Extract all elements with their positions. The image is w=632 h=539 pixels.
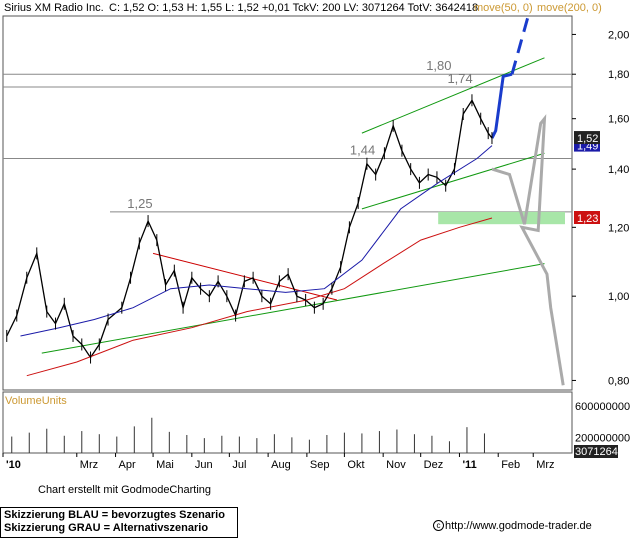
tag-ma200: 1,23: [577, 213, 598, 225]
level-label-3: 1,25: [127, 196, 152, 211]
series-line-0: [6, 98, 493, 359]
x-tick-label-2: Apr: [119, 459, 136, 471]
y-tick-label-5: 1,00: [608, 291, 629, 303]
legend-gray: Skizzierung GRAU = Alternativszenario: [4, 522, 209, 534]
chart-credit: Chart erstellt mit GodmodeCharting: [38, 484, 212, 496]
y-tick-label-6: 0,80: [608, 375, 629, 387]
volume-tick-1: 200000000: [575, 432, 630, 444]
level-label-1: 1,74: [447, 71, 472, 86]
volume-tick-0: 600000000: [575, 401, 630, 413]
x-tick-label-6: Aug: [271, 459, 291, 471]
scenario-blue-dashed-line: [510, 15, 530, 75]
header-instrument: Sirius XM Radio Inc.: [4, 2, 104, 14]
level-label-0: 1,80: [426, 58, 451, 73]
logo-icon: c: [433, 520, 444, 531]
legend-blue: Skizzierung BLAU = bevorzugtes Szenario: [4, 509, 225, 521]
chart-frames: [2, 15, 573, 454]
chart-annotations: [3, 15, 572, 386]
x-tick-label-9: Nov: [386, 459, 406, 471]
chart-labels: 2,00 1,80 1,60 1,40 1,20 1,00 0,80 '10 Mrz Apr Mai…: [2, 29, 630, 471]
header-quote: C: 1,52 O: 1,53 H: 1,55 L: 1,52 +0,01 Tc…: [109, 2, 479, 14]
volume-title: VolumeUnits: [5, 395, 67, 407]
support-zone: [438, 211, 565, 225]
volume-bars: [11, 417, 485, 453]
volume-last: 3071264: [575, 446, 618, 458]
y-tick-label-1: 1,80: [608, 69, 629, 81]
x-tick-label-0: '10: [6, 459, 21, 471]
chart-series: [6, 94, 493, 377]
ascending-channel-line-0: [361, 57, 545, 134]
ascending-channel-line-1: [361, 152, 545, 210]
legend-box: Skizzierung BLAU = bevorzugtes Szenario …: [0, 507, 238, 538]
series-line-2: [26, 217, 493, 377]
long-uptrend-line: [41, 263, 545, 354]
resistance-line: [152, 252, 338, 301]
header-ma50: move(50, 0): [474, 2, 533, 14]
y-tick-label-3: 1,40: [608, 164, 629, 176]
header-ma200: move(200, 0): [537, 2, 602, 14]
tag-ma200-box: [574, 211, 600, 225]
x-tick-label-13: Mrz: [536, 459, 554, 471]
level-label-2: 1,44: [350, 142, 375, 157]
price-panel-frame: [2, 15, 573, 391]
x-tick-label-1: Mrz: [80, 459, 98, 471]
tag-last: 1,52: [577, 133, 598, 145]
scenario-gray-line: [491, 114, 565, 386]
volume-last-box: [574, 445, 618, 458]
x-tick-label-4: Jun: [195, 459, 213, 471]
y-tick-label-0: 2,00: [608, 29, 629, 41]
y-tick-label-4: 1,20: [608, 222, 629, 234]
tag-last-box: [574, 131, 600, 145]
x-tick-label-12: Feb: [501, 459, 520, 471]
x-tick-label-8: Okt: [347, 459, 364, 471]
x-tick-label-3: Mai: [156, 459, 174, 471]
site-link[interactable]: http://www.godmode-trader.de: [445, 520, 592, 532]
x-tick-label-7: Sep: [310, 459, 330, 471]
scenario-blue-line: [490, 72, 513, 139]
series-line-1: [20, 145, 493, 337]
x-tick-label-5: Jul: [232, 459, 246, 471]
x-tick-label-11: '11: [462, 459, 476, 471]
y-tick-label-2: 1,60: [608, 114, 629, 126]
x-tick-label-10: Dez: [424, 459, 444, 471]
volume-panel-frame: [2, 391, 573, 454]
